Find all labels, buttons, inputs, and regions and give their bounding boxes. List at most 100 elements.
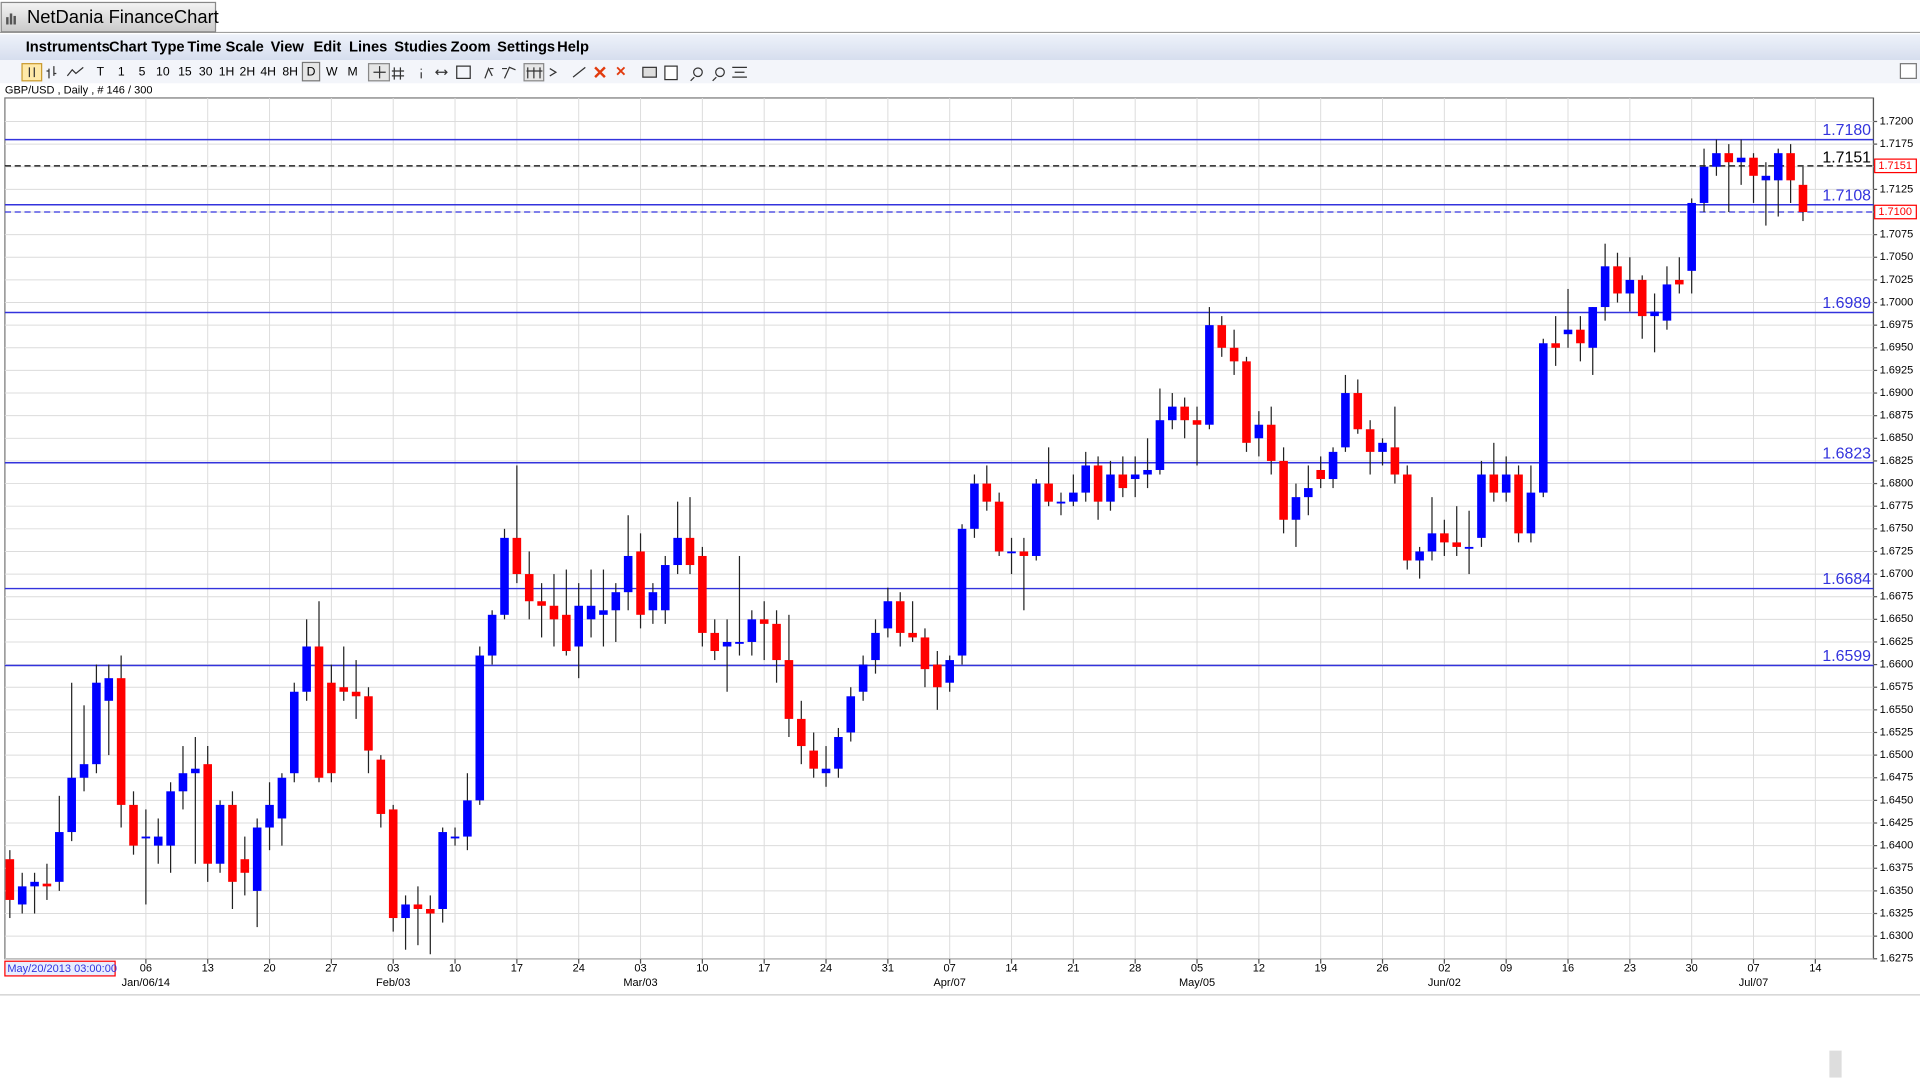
- timescale-button[interactable]: 5: [139, 64, 146, 78]
- candle-body: [821, 768, 831, 774]
- timescale-button[interactable]: 2H: [240, 64, 256, 78]
- timescale-button[interactable]: 1H: [219, 64, 235, 78]
- y-tick-label: 1.6625: [1880, 636, 1914, 648]
- timescale-button[interactable]: 30: [199, 64, 213, 78]
- y-tick-label: 1.6400: [1880, 840, 1914, 852]
- y-tick-label: 1.7050: [1880, 251, 1914, 263]
- menu-item[interactable]: Studies: [394, 40, 447, 56]
- candle-body: [1687, 202, 1696, 271]
- candle-body: [1266, 424, 1276, 461]
- y-tick-label: 1.6900: [1880, 387, 1914, 399]
- candle-body: [747, 619, 757, 642]
- menu-item[interactable]: View: [271, 40, 305, 56]
- candle-body: [648, 592, 658, 611]
- app-tab[interactable]: [0, 1, 217, 33]
- candle-body: [92, 682, 101, 765]
- candle-body: [858, 664, 868, 692]
- candle-body: [1106, 474, 1115, 502]
- timescale-button[interactable]: T: [97, 64, 105, 78]
- timescale-button[interactable]: 4H: [260, 64, 276, 78]
- menu-item[interactable]: Instruments: [26, 40, 110, 56]
- x-tick-label: 16: [1562, 962, 1574, 974]
- y-tick-label: 1.7125: [1880, 183, 1914, 195]
- month-label: Mar/03: [623, 977, 657, 989]
- timescale-button[interactable]: 1: [118, 64, 125, 78]
- timescale-button[interactable]: 10: [156, 64, 170, 78]
- candle-body: [1749, 157, 1758, 176]
- x-tick-label: 24: [820, 962, 832, 974]
- x-tick-label: 05: [1191, 962, 1203, 974]
- candle-body: [1118, 474, 1128, 489]
- candle-body: [191, 768, 200, 774]
- candle-body: [17, 886, 27, 905]
- candle-body: [772, 623, 781, 661]
- candle-body: [809, 750, 818, 769]
- candle-body: [1007, 551, 1016, 554]
- candle-body: [1724, 153, 1734, 163]
- candle-body: [327, 682, 336, 774]
- y-tick-label: 1.6600: [1880, 659, 1914, 671]
- candle-body: [1093, 465, 1103, 502]
- candle-body: [1662, 284, 1672, 321]
- menu-item[interactable]: Help: [557, 40, 589, 56]
- timescale-button[interactable]: D: [307, 64, 316, 78]
- candle-body: [376, 759, 386, 814]
- candle-body: [908, 632, 917, 638]
- candle-body: [1081, 465, 1091, 493]
- x-tick-label: 21: [1067, 962, 1079, 974]
- candle-body: [512, 537, 522, 575]
- level-label: 1.7108: [1822, 187, 1871, 204]
- candle-body: [1675, 279, 1684, 285]
- candle-body: [1477, 474, 1486, 538]
- candle-body: [611, 592, 621, 611]
- toolbar: [0, 60, 1920, 84]
- candle-body: [265, 804, 274, 828]
- menu-item[interactable]: Time Scale: [187, 40, 263, 56]
- candle-body: [1328, 451, 1338, 480]
- month-label: Apr/07: [933, 977, 965, 989]
- candle-body: [1130, 474, 1140, 480]
- candle-body: [426, 908, 435, 914]
- timescale-buttons: T 1 5 10 15 30 1H 2H 4H 8H D W M: [97, 61, 358, 82]
- candle-body: [1538, 343, 1548, 493]
- candle-body: [1464, 546, 1474, 549]
- cursor-label-box: [4, 960, 116, 977]
- candle-body: [895, 601, 905, 633]
- candle-body: [166, 791, 175, 846]
- candle-body: [289, 691, 299, 774]
- timescale-button[interactable]: W: [326, 64, 338, 78]
- y-tick-label: 1.6425: [1880, 817, 1914, 829]
- candle-body: [759, 619, 769, 624]
- candle-body: [698, 555, 707, 633]
- candle-body: [79, 764, 89, 778]
- timescale-button[interactable]: 8H: [282, 64, 298, 78]
- menu-item[interactable]: Edit: [313, 40, 341, 56]
- menu-item[interactable]: Chart Type: [109, 40, 185, 56]
- candle-body: [1637, 279, 1647, 317]
- timescale-button[interactable]: M: [348, 64, 358, 78]
- candle-body: [1773, 153, 1783, 181]
- menu-item[interactable]: Settings: [497, 40, 555, 56]
- candle-body: [364, 696, 373, 751]
- timescale-button[interactable]: 15: [178, 64, 192, 78]
- y-tick-label: 1.6350: [1880, 885, 1914, 897]
- y-tick-label: 1.6525: [1880, 726, 1914, 738]
- x-tick-label: 28: [1129, 962, 1141, 974]
- candle-body: [1452, 542, 1462, 547]
- candle-body: [1044, 483, 1053, 502]
- title-bar: [0, 0, 1920, 34]
- candle-body: [1526, 492, 1536, 534]
- candle-body: [735, 641, 744, 644]
- candle-body: [215, 804, 225, 864]
- candle-body: [660, 565, 670, 611]
- candle-body: [1205, 325, 1214, 425]
- menu-item[interactable]: Zoom: [451, 40, 491, 56]
- candle-body: [1489, 474, 1499, 493]
- month-label: Jul/07: [1739, 977, 1768, 989]
- candle-body: [970, 483, 979, 529]
- candle-body: [1588, 307, 1598, 348]
- candle-body: [623, 555, 633, 593]
- menu-item[interactable]: Lines: [349, 40, 387, 56]
- x-tick-label: 13: [202, 962, 214, 974]
